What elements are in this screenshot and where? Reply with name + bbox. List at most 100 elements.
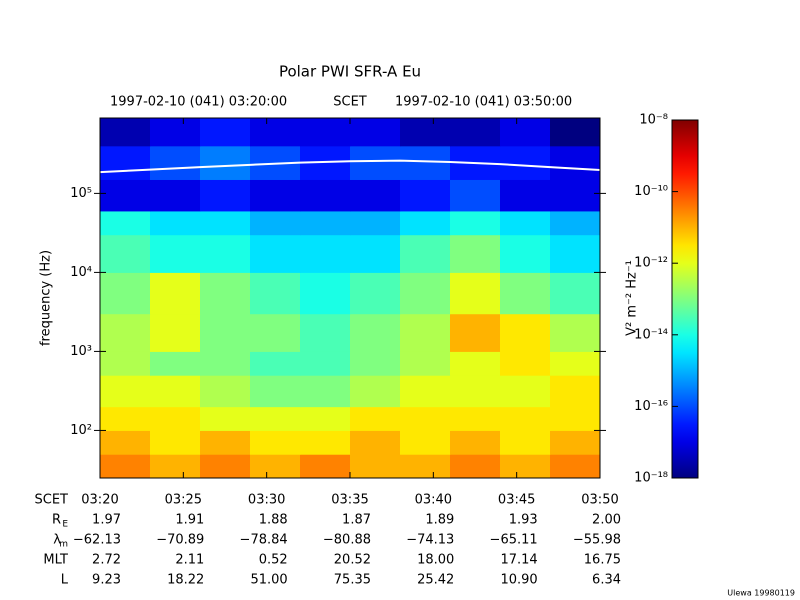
overlay-line bbox=[99, 159, 601, 174]
y-tick-label: 10² bbox=[70, 423, 92, 438]
spectrogram-cell bbox=[500, 313, 551, 352]
row-label-sub: E bbox=[62, 520, 68, 530]
spectrogram-cell bbox=[250, 272, 301, 315]
spectrogram-cell bbox=[100, 454, 151, 479]
spectrogram-cell bbox=[450, 272, 501, 315]
spectrogram-cell bbox=[500, 272, 551, 315]
row-label: λ bbox=[53, 533, 61, 548]
x-tick-label: 03:25 bbox=[165, 493, 202, 508]
spectrogram-cell bbox=[150, 272, 201, 315]
spectrogram-cell bbox=[200, 210, 251, 236]
y-tick-label: 10³ bbox=[70, 344, 92, 359]
spectrogram-cell bbox=[550, 234, 601, 273]
row-label: SCET bbox=[35, 493, 69, 508]
spectrogram-cell bbox=[450, 210, 501, 236]
colorbar-tick-label: 10⁻¹⁸ bbox=[634, 471, 668, 486]
spectrogram-cell bbox=[400, 118, 451, 147]
spectrogram-cell bbox=[550, 375, 601, 408]
table-cell: 18.00 bbox=[417, 553, 454, 568]
table-cell: −62.13 bbox=[73, 533, 121, 548]
spectrogram-cell bbox=[400, 430, 451, 455]
x-tick-label: 03:50 bbox=[581, 493, 618, 508]
spectrogram-cell bbox=[350, 210, 401, 236]
table-cell: 1.89 bbox=[425, 513, 454, 528]
spectrogram-cell bbox=[300, 454, 351, 479]
spectrogram-cell bbox=[150, 179, 201, 212]
spectrogram-cell bbox=[300, 375, 351, 408]
colorbar-tick-label: 10⁻¹⁶ bbox=[634, 399, 668, 414]
x-tick-label: 03:45 bbox=[498, 493, 535, 508]
spectrogram-cell bbox=[550, 272, 601, 315]
table-cell: 2.11 bbox=[175, 553, 204, 568]
table-cell: 25.42 bbox=[417, 573, 454, 588]
spectrogram-cell bbox=[450, 430, 501, 455]
spectrogram-cell bbox=[550, 210, 601, 236]
x-tick-label: 03:20 bbox=[81, 493, 118, 508]
spectrogram-cell bbox=[500, 375, 551, 408]
spectrogram-cell bbox=[550, 118, 601, 147]
colorbar-tick-label: 10⁻⁸ bbox=[639, 113, 668, 128]
spectrogram-cell bbox=[200, 375, 251, 408]
spectrogram-cell bbox=[350, 454, 401, 479]
spectrogram-cell bbox=[400, 313, 451, 352]
spectrogram-cell bbox=[200, 179, 251, 212]
spectrogram-cell bbox=[200, 454, 251, 479]
table-cell: −74.13 bbox=[406, 533, 454, 548]
spectrogram-cell bbox=[350, 313, 401, 352]
table-cell: 1.93 bbox=[509, 513, 538, 528]
spectrogram-cell bbox=[500, 454, 551, 479]
chart-title: Polar PWI SFR-A Eu bbox=[279, 63, 421, 81]
spectrogram-cell bbox=[150, 406, 201, 431]
spectrogram-cell bbox=[500, 406, 551, 431]
spectrogram-cell bbox=[350, 118, 401, 147]
table-cell: 1.88 bbox=[259, 513, 288, 528]
spectrogram-cell bbox=[550, 179, 601, 212]
spectrogram-cell bbox=[200, 351, 251, 376]
spectrogram-cell bbox=[100, 430, 151, 455]
spectrogram-cell bbox=[500, 430, 551, 455]
spectrogram-cell bbox=[250, 179, 301, 212]
spectrogram-cell bbox=[150, 210, 201, 236]
spectrogram-cell bbox=[100, 179, 151, 212]
spectrogram-cell bbox=[100, 210, 151, 236]
colorbar-tick-label: 10⁻¹² bbox=[634, 256, 668, 271]
table-cell: 51.00 bbox=[250, 573, 287, 588]
spectrogram-cell bbox=[450, 454, 501, 479]
y-axis-label: frequency (Hz) bbox=[39, 250, 54, 346]
spectrogram-cell bbox=[550, 145, 601, 180]
table-cell: 18.22 bbox=[167, 573, 204, 588]
spectrogram-cell bbox=[150, 145, 201, 180]
colorbar-tick-label: 10⁻¹⁴ bbox=[634, 327, 668, 342]
spectrogram-cell bbox=[200, 313, 251, 352]
table-cell: 16.75 bbox=[584, 553, 621, 568]
spectrogram-cell bbox=[450, 313, 501, 352]
table-cell: 6.34 bbox=[592, 573, 621, 588]
spectrogram-cell bbox=[150, 454, 201, 479]
spectrogram-cell bbox=[400, 454, 451, 479]
spectrogram-cell bbox=[250, 210, 301, 236]
spectrogram-cell bbox=[400, 234, 451, 273]
spectrogram-cell bbox=[200, 430, 251, 455]
table-cell: 17.14 bbox=[500, 553, 537, 568]
spectrogram-cell bbox=[100, 118, 151, 147]
spectrogram-cell bbox=[250, 118, 301, 147]
spectrogram-cell bbox=[150, 234, 201, 273]
x-tick-label: 03:30 bbox=[248, 493, 285, 508]
row-label: L bbox=[61, 573, 69, 588]
y-tick-label: 10⁵ bbox=[70, 186, 92, 201]
spectrogram-cell bbox=[250, 454, 301, 479]
x-tick-label: 03:35 bbox=[331, 493, 368, 508]
spectrogram-cell bbox=[250, 430, 301, 455]
spectrogram-cell bbox=[450, 351, 501, 376]
spectrogram-cell bbox=[500, 179, 551, 212]
spectrogram-cell bbox=[150, 430, 201, 455]
spectrogram-cell bbox=[350, 234, 401, 273]
table-cell: −65.11 bbox=[490, 533, 538, 548]
spectrogram-cell bbox=[200, 406, 251, 431]
spectrogram-cell bbox=[150, 375, 201, 408]
spectrogram-cell bbox=[100, 272, 151, 315]
spectrogram-cell bbox=[550, 313, 601, 352]
spectrogram-cell bbox=[350, 351, 401, 376]
table-cell: 20.52 bbox=[334, 553, 371, 568]
table-cell: 0.52 bbox=[259, 553, 288, 568]
